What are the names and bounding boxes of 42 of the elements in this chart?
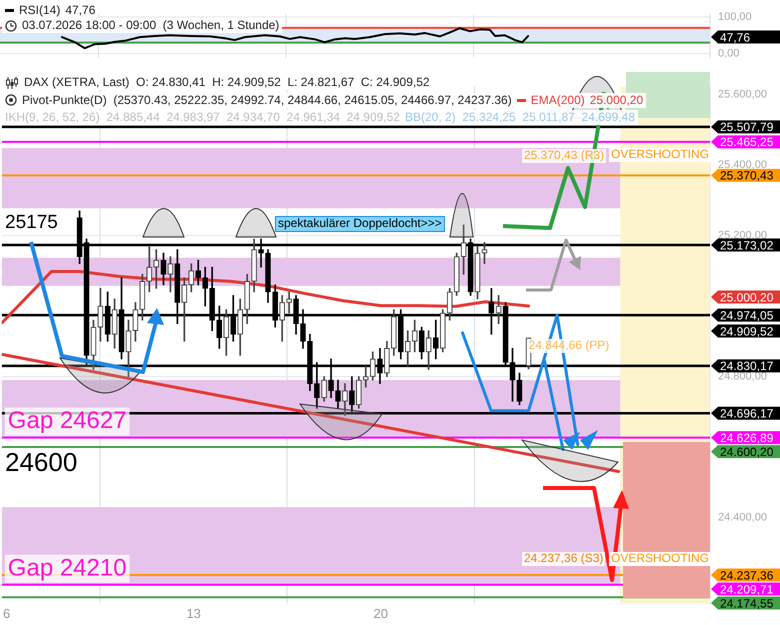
legend-label: RSI(14) bbox=[19, 3, 60, 18]
ref-line-label: 24.974,05 bbox=[720, 308, 774, 322]
text: 25.000,20 bbox=[720, 290, 774, 304]
band-label: Gap 24210 bbox=[8, 554, 127, 582]
text: 24.909,52 bbox=[720, 324, 774, 338]
annotation: 25.000,20 bbox=[590, 92, 644, 108]
ref-line-label: 24.626,89 bbox=[720, 430, 774, 445]
annotation: DAX (XETRA, Last) O: 24.830,41 H: 24.909,52 L: 24.821,67 C: 24.909,52 bbox=[24, 75, 430, 90]
x-tick-label: 20 bbox=[374, 606, 388, 621]
ref-line-label: 24.209,71 bbox=[720, 582, 774, 596]
annotation: Pivot-Punkte(D) (25370.43, 25222.35, 24992.74, 24844.66, 24615.05, 24466.97, 24237.36) bbox=[22, 92, 512, 108]
ref-line-label: 25.465,25 bbox=[720, 135, 774, 150]
annotation: IKH(9, 26, 52, 26) 24.885,44 24.983,97 24.934,70 24.961,34 24.909,52 bbox=[5, 110, 400, 125]
annotation: OVERSHOOTING bbox=[609, 147, 712, 162]
legend-label: EMA(200) bbox=[530, 92, 585, 108]
annotation: 25.370,43 (R3) bbox=[522, 148, 606, 163]
ref-line-label: 25.507,79 bbox=[720, 120, 774, 134]
x-tick-label: 13 bbox=[186, 606, 201, 621]
annotation: BB(20, 2) 25.324,25 25.011,87 24.699,48 bbox=[404, 110, 635, 125]
annotation: 24.237,36 (S3) bbox=[522, 551, 606, 566]
ref-line-label: 24.174,55 bbox=[720, 596, 774, 610]
annotation: 47,76 bbox=[65, 3, 96, 18]
annotation: spektakulärer Doppeldocht>>> bbox=[275, 216, 445, 232]
y-tick-label: 25.600,00 bbox=[718, 88, 767, 100]
ref-line-label: 24.600,20 bbox=[720, 444, 774, 459]
y-tick-label: 25.400,00 bbox=[718, 158, 767, 171]
text: 47,76 bbox=[720, 30, 750, 44]
band-label: Gap 24627 bbox=[8, 407, 127, 434]
annotation: 24.844,66 (PP) bbox=[528, 338, 610, 353]
y-tick-label: 24.800,00 bbox=[718, 370, 767, 383]
ref-line-label: 24.237,36 bbox=[720, 568, 774, 582]
ref-line-label: 25.370,43 bbox=[720, 168, 774, 183]
x-tick-label: 6 bbox=[3, 606, 10, 621]
annotation: 03.07.2026 18:00 - 09:00 (3 Wochen, 1 Stunde) bbox=[22, 18, 280, 33]
y-tick-label: 0,00 bbox=[718, 48, 740, 60]
y-tick-label: 100,00 bbox=[718, 10, 752, 23]
annotation: 25175 bbox=[5, 212, 58, 234]
annotation: 24600 bbox=[5, 447, 78, 478]
ref-line-label: 24.830,17 bbox=[720, 359, 774, 374]
ref-line-label: 24.696,17 bbox=[720, 406, 774, 421]
y-tick-label: 24.400,00 bbox=[718, 512, 767, 524]
annotation: OVERSHOOTING bbox=[609, 551, 712, 566]
